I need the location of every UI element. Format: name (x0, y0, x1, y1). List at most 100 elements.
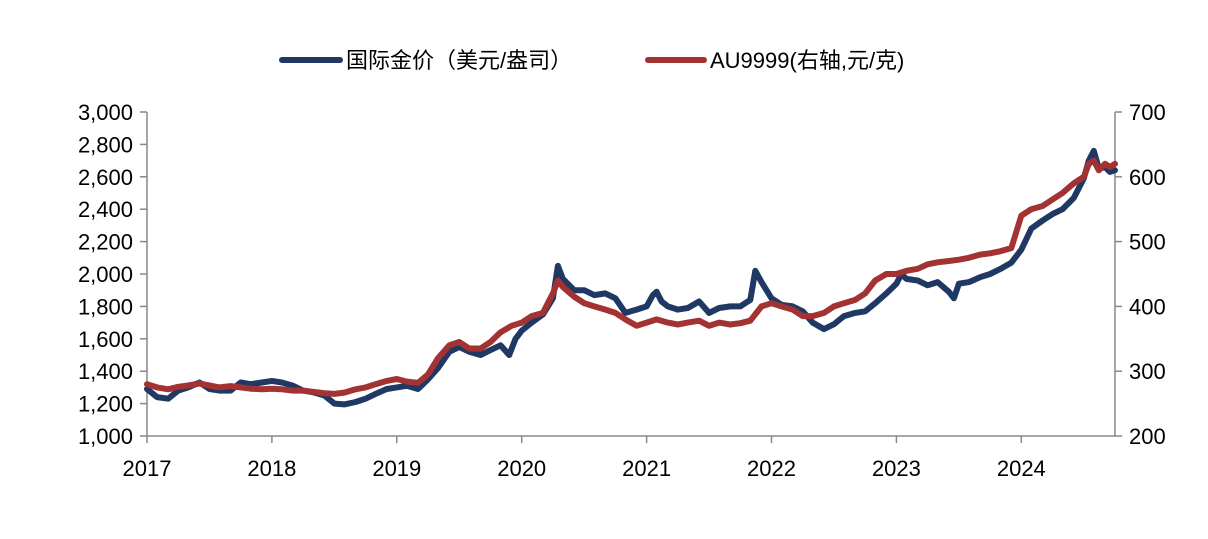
data-point (644, 303, 650, 309)
data-point (310, 389, 316, 395)
data-point (654, 289, 660, 295)
data-point (154, 394, 160, 400)
data-point (228, 383, 234, 389)
left-tick-label: 1,800 (78, 294, 133, 319)
data-point (831, 321, 837, 327)
data-point (883, 290, 889, 296)
data-point (685, 305, 691, 311)
data-point (415, 386, 421, 392)
data-point (810, 320, 816, 326)
data-point (509, 323, 515, 329)
data-point (737, 320, 743, 326)
data-point (550, 290, 556, 296)
data-point (706, 310, 712, 316)
data-point (675, 322, 681, 327)
data-point (872, 300, 878, 306)
data-point (591, 292, 597, 298)
data-point (529, 320, 535, 326)
data-point (747, 318, 753, 324)
legend-label-au9999: AU9999(右轴,元/克) (710, 48, 904, 73)
data-point (685, 320, 691, 326)
data-point (279, 386, 285, 392)
data-point (622, 310, 628, 316)
data-point (478, 346, 483, 351)
data-point (1071, 195, 1077, 201)
data-point (290, 383, 296, 389)
data-point (1091, 158, 1097, 164)
right-tick-label: 500 (1129, 230, 1166, 255)
data-point (269, 386, 275, 392)
data-point (1060, 190, 1065, 196)
data-point (581, 300, 587, 306)
data-point (529, 313, 535, 319)
left-tick-label: 2,800 (78, 132, 133, 157)
data-point (727, 303, 733, 309)
data-point (946, 258, 952, 264)
data-point (790, 307, 796, 313)
data-point (1050, 211, 1055, 217)
data-point (706, 323, 712, 329)
data-point (435, 355, 441, 361)
data-point (747, 297, 753, 303)
right-tick-label: 400 (1129, 294, 1166, 319)
data-point (1107, 164, 1113, 170)
data-point (1028, 226, 1034, 232)
data-point (716, 305, 722, 311)
data-point (915, 266, 921, 272)
data-point (800, 313, 806, 319)
data-point (956, 257, 962, 263)
data-point (1081, 174, 1087, 180)
x-tick-label: 2017 (123, 456, 172, 481)
data-point (353, 386, 359, 392)
data-point (571, 294, 577, 300)
data-point (727, 322, 733, 327)
data-point (498, 342, 503, 348)
data-point (519, 320, 525, 326)
data-point (144, 381, 150, 387)
data-point (893, 271, 899, 277)
data-point (634, 323, 640, 329)
x-tick-label: 2023 (872, 456, 921, 481)
data-point (555, 278, 561, 283)
left-tick-label: 1,600 (78, 327, 133, 352)
data-point (977, 274, 983, 280)
data-point (1071, 180, 1077, 186)
data-point (384, 378, 390, 384)
data-point (612, 295, 618, 301)
data-point (1008, 260, 1014, 266)
data-point (373, 381, 379, 387)
data-point (659, 299, 665, 304)
data-point (197, 381, 202, 386)
data-point (591, 303, 597, 309)
data-point (852, 297, 858, 303)
series-layer (144, 147, 1118, 408)
data-point (665, 303, 671, 309)
data-point (248, 381, 254, 387)
data-point (415, 380, 421, 386)
data-point (966, 279, 972, 285)
left-tick-label: 1,000 (78, 424, 133, 449)
data-point (883, 271, 889, 277)
data-point (893, 281, 899, 287)
data-point (259, 380, 265, 385)
data-point (903, 276, 909, 282)
data-point (207, 383, 212, 388)
data-point (654, 316, 660, 322)
data-point (602, 307, 608, 313)
data-point (456, 339, 462, 345)
data-point (1107, 169, 1113, 175)
data-point (1086, 161, 1092, 167)
series-line-au9999 (144, 157, 1118, 397)
data-point (612, 310, 618, 316)
data-point (925, 261, 931, 267)
data-point (602, 290, 608, 296)
data-point (650, 292, 656, 298)
data-point (915, 278, 921, 283)
data-point (752, 268, 758, 274)
data-point (341, 401, 347, 407)
legend-label-gold-intl: 国际金价（美元/盎司） (346, 48, 572, 73)
data-point (331, 401, 337, 407)
data-point (478, 352, 483, 358)
data-point (716, 320, 722, 326)
